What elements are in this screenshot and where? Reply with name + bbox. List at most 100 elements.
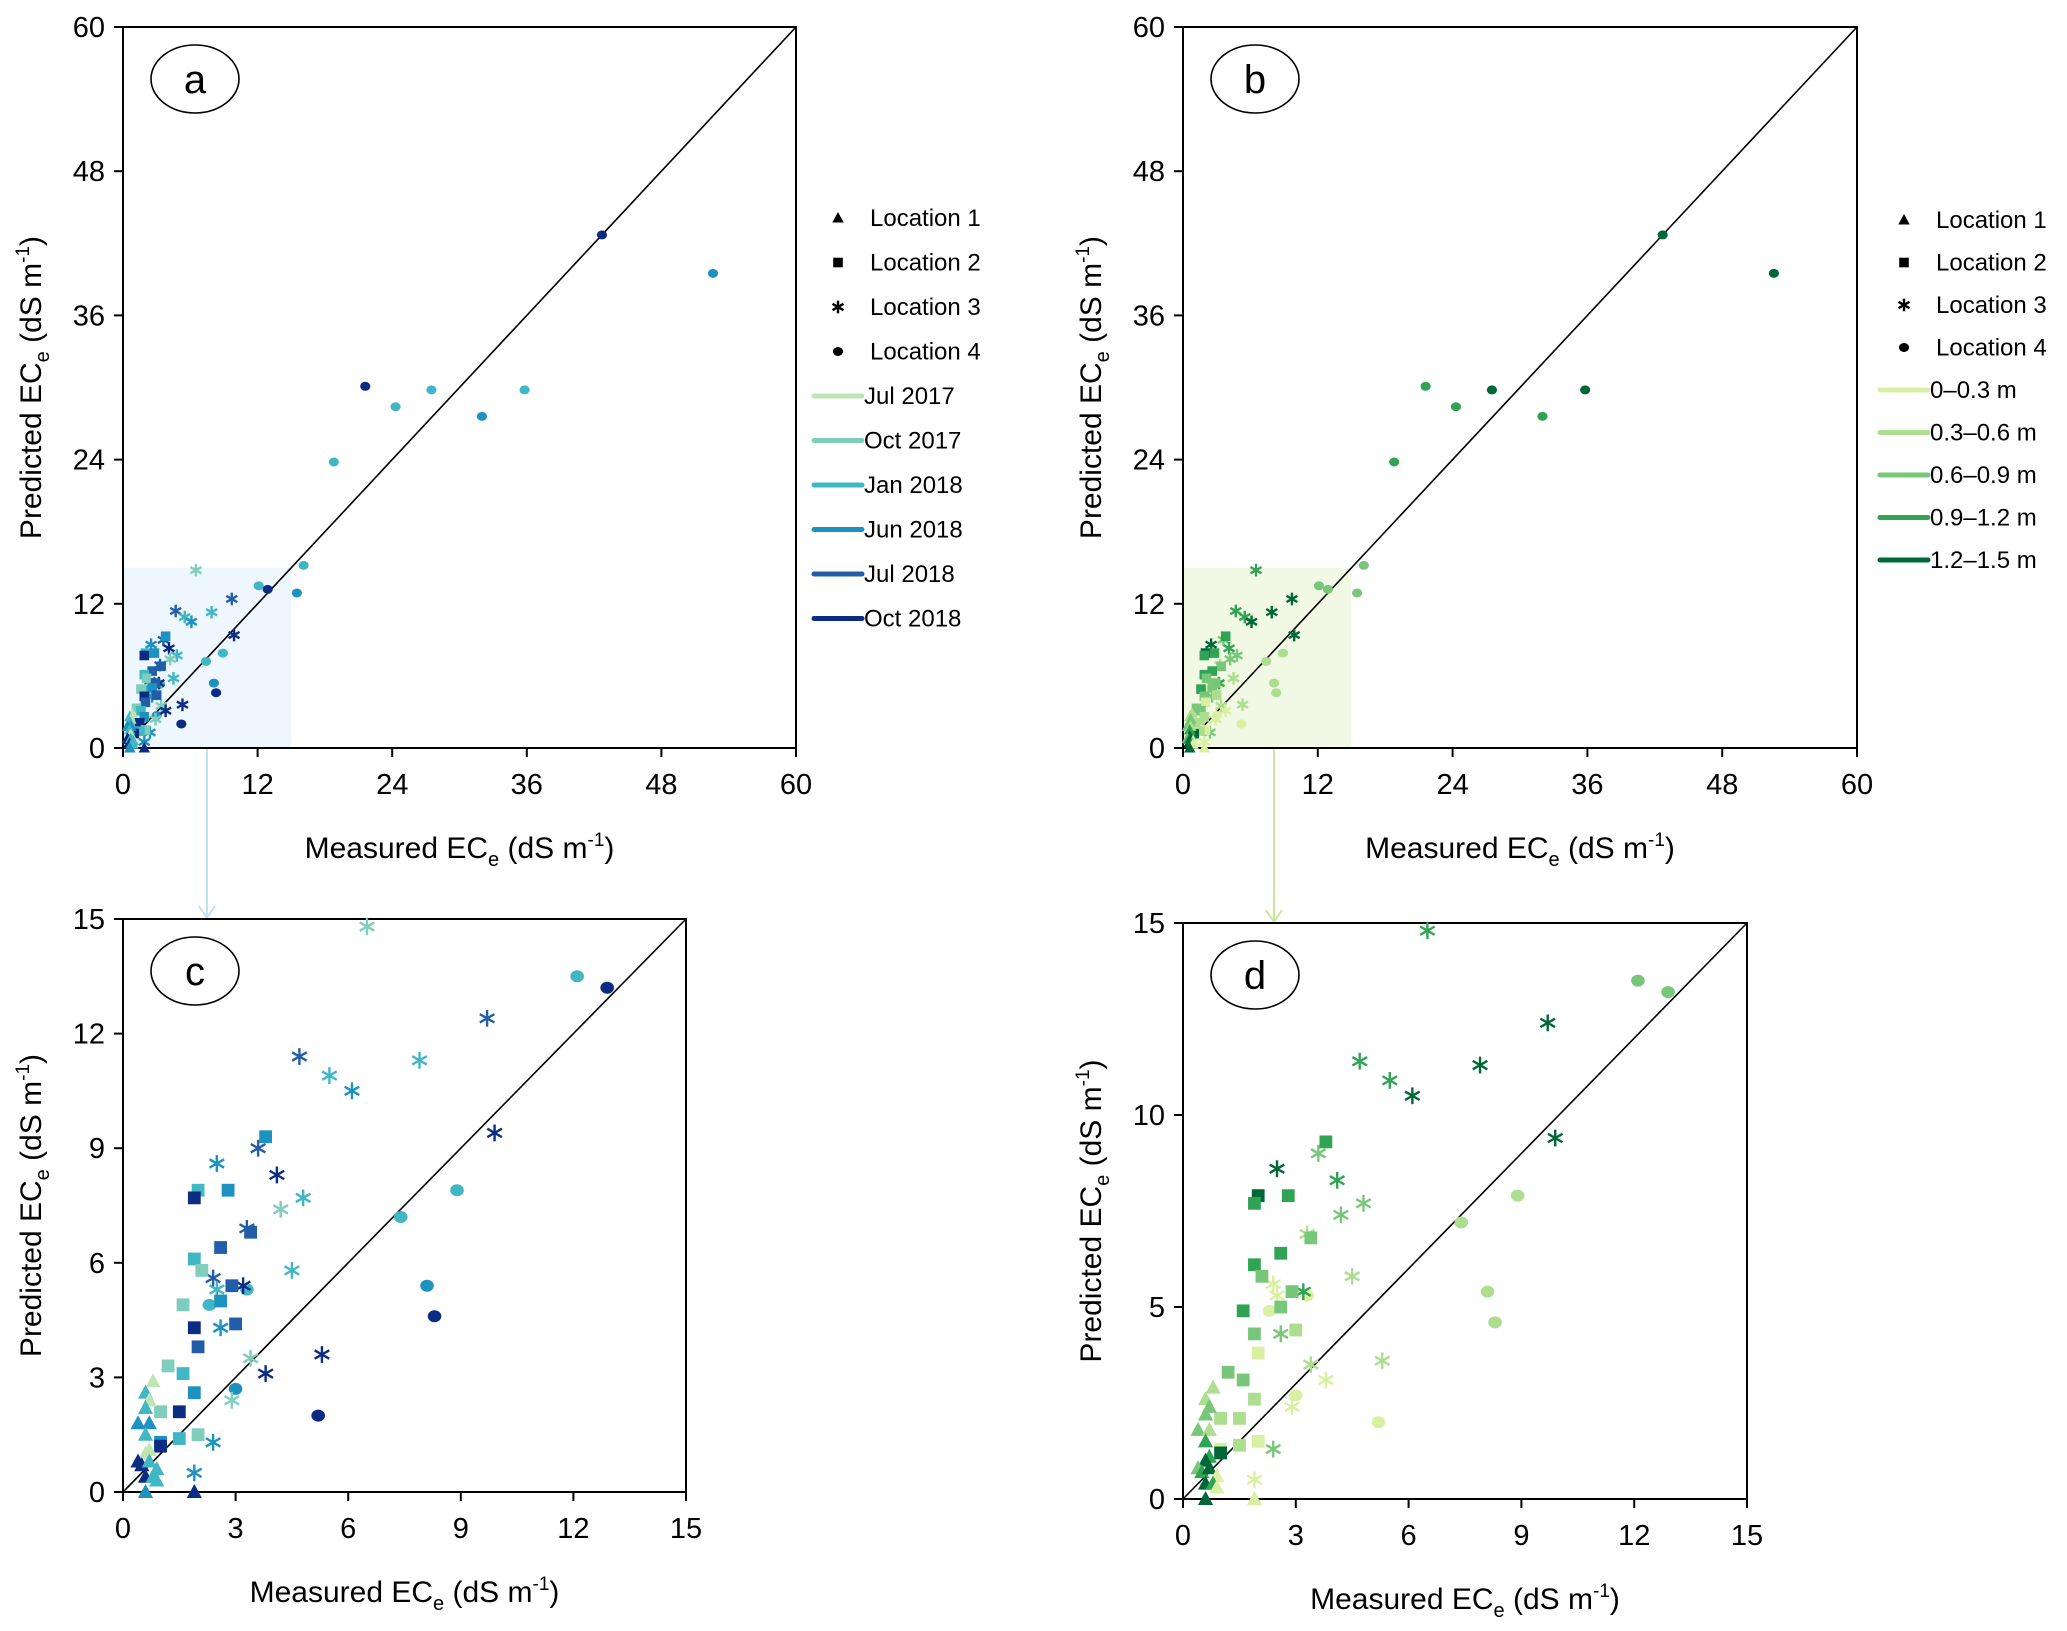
point-square <box>172 1405 186 1419</box>
y-tick-label: 36 <box>1133 300 1165 332</box>
point-square <box>1233 1438 1246 1452</box>
point-asterisk <box>167 672 180 685</box>
legend-label: 0.3–0.6 m <box>1930 420 2037 447</box>
point-triangle <box>130 1415 146 1430</box>
x-tick-label: 15 <box>1731 1520 1763 1552</box>
legend-label: Location 4 <box>1936 335 2047 362</box>
legend-item-location-3: Location 3 <box>1897 292 2047 319</box>
point-circle <box>210 688 222 698</box>
zoom-arrow-b-to-d <box>1265 748 1283 924</box>
point-asterisk <box>205 1433 221 1451</box>
legend-item-depth-0: 0–0.3 m <box>1877 377 2017 404</box>
point-circle <box>1488 1316 1502 1329</box>
y-tick-label: 48 <box>73 156 105 188</box>
legend-item-depth-2: 0.6–0.9 m <box>1877 462 2037 489</box>
point-asterisk <box>1472 1056 1488 1074</box>
panel-label: b <box>1244 58 1266 102</box>
panel-c: 0 3 6 9 12 15 0 3 6 9 12 15 Measured ECe (dS m-1) Pre… <box>13 904 702 1615</box>
y-axis-title: Predicted ECe (dS m-1) <box>1073 1059 1114 1362</box>
point-circle <box>450 1184 464 1197</box>
legend-label: Oct 2018 <box>864 606 961 633</box>
point-circle <box>1454 1216 1469 1229</box>
point-asterisk <box>1265 605 1278 619</box>
legend-label: 1.2–1.5 m <box>1930 547 2037 574</box>
point-asterisk <box>159 704 172 718</box>
x-tick-label: 3 <box>1288 1520 1304 1552</box>
point-circle <box>291 588 302 598</box>
point-square <box>1196 684 1206 694</box>
one-to-one-line <box>1182 922 1748 1500</box>
point-triangle <box>1209 1479 1225 1494</box>
point-square <box>1233 1411 1246 1425</box>
point-asterisk <box>186 1464 203 1482</box>
plot-frame <box>122 918 687 1493</box>
legend-label: Location 1 <box>870 205 981 232</box>
point-square <box>1199 691 1210 702</box>
point-square <box>161 1359 175 1373</box>
y-tick-label: 48 <box>1133 156 1165 188</box>
legend-label: Location 3 <box>1936 292 2047 319</box>
point-triangle <box>186 1484 202 1498</box>
legend-item-depth-1: 0.3–0.6 m <box>1877 420 2037 447</box>
legend-item-location-2: Location 2 <box>1899 250 2047 277</box>
y-axis-title: Predicted ECe (dS m-1) <box>13 1054 54 1357</box>
one-to-one-line <box>1182 26 1858 749</box>
point-triangle <box>1184 742 1196 753</box>
y-tick-label: 3 <box>89 1362 105 1394</box>
x-axis-title: Measured ECe (dS m-1) <box>1310 1581 1620 1622</box>
point-asterisk <box>1269 1160 1285 1178</box>
point-asterisk <box>831 300 845 314</box>
point-square <box>1199 650 1210 661</box>
point-circle <box>360 381 371 391</box>
y-tick-label: 0 <box>89 1477 105 1509</box>
legend-label: Location 2 <box>1936 250 2047 277</box>
point-square <box>1216 661 1226 672</box>
point-circle <box>426 385 437 395</box>
legend-item-location-4: Location 4 <box>832 339 981 366</box>
point-triangle <box>1197 1406 1214 1421</box>
point-asterisk <box>1317 1371 1334 1389</box>
plot-frame <box>122 26 797 749</box>
point-square <box>259 1130 273 1144</box>
point-square <box>1201 673 1212 684</box>
point-circle <box>476 411 488 421</box>
y-tick-label: 60 <box>73 12 105 44</box>
y-tick-label: 10 <box>1133 1100 1165 1132</box>
point-circle <box>208 678 219 688</box>
point-circle <box>1898 343 1910 352</box>
y-tick-label: 24 <box>73 445 105 477</box>
point-triangle <box>141 1415 157 1430</box>
x-tick-label: 15 <box>670 1513 702 1545</box>
point-asterisk <box>223 1391 240 1409</box>
point-asterisk <box>149 712 162 726</box>
point-circle <box>1277 648 1289 658</box>
point-square <box>187 1191 201 1205</box>
point-asterisk <box>185 615 198 629</box>
point-triangle <box>1246 1491 1263 1505</box>
point-circle <box>390 402 401 412</box>
y-tick-label: 15 <box>73 904 105 936</box>
point-circle <box>1450 402 1462 412</box>
point-square <box>1251 1346 1265 1360</box>
point-square <box>160 631 171 642</box>
point-square <box>225 1279 239 1293</box>
point-asterisk <box>314 1346 330 1363</box>
legend-item-location-1: Location 1 <box>832 205 981 232</box>
point-asterisk <box>1222 641 1236 655</box>
point-asterisk <box>1381 1072 1398 1089</box>
panel-label: a <box>184 58 207 102</box>
legend-label: 0.6–0.9 m <box>1930 462 2037 489</box>
point-circle <box>420 1279 434 1292</box>
point-square <box>150 678 161 688</box>
point-circle <box>1289 1389 1303 1402</box>
point-triangle <box>1197 1491 1214 1505</box>
point-circle <box>600 981 614 994</box>
point-square <box>147 683 157 693</box>
legend-label: Location 3 <box>870 294 981 321</box>
point-square <box>1220 631 1231 642</box>
point-triangle <box>141 1453 157 1468</box>
point-square <box>191 1340 205 1354</box>
point-asterisk <box>225 592 238 606</box>
point-square <box>147 666 157 676</box>
point-asterisk <box>164 652 177 666</box>
